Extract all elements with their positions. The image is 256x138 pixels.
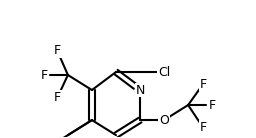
Text: F: F: [54, 91, 61, 104]
Text: F: F: [200, 121, 207, 134]
Text: Cl: Cl: [158, 66, 170, 79]
Text: O: O: [159, 114, 169, 127]
Text: F: F: [200, 78, 207, 91]
Text: N: N: [135, 83, 145, 97]
Text: F: F: [54, 44, 61, 57]
Text: F: F: [209, 99, 216, 112]
Text: F: F: [40, 68, 47, 82]
